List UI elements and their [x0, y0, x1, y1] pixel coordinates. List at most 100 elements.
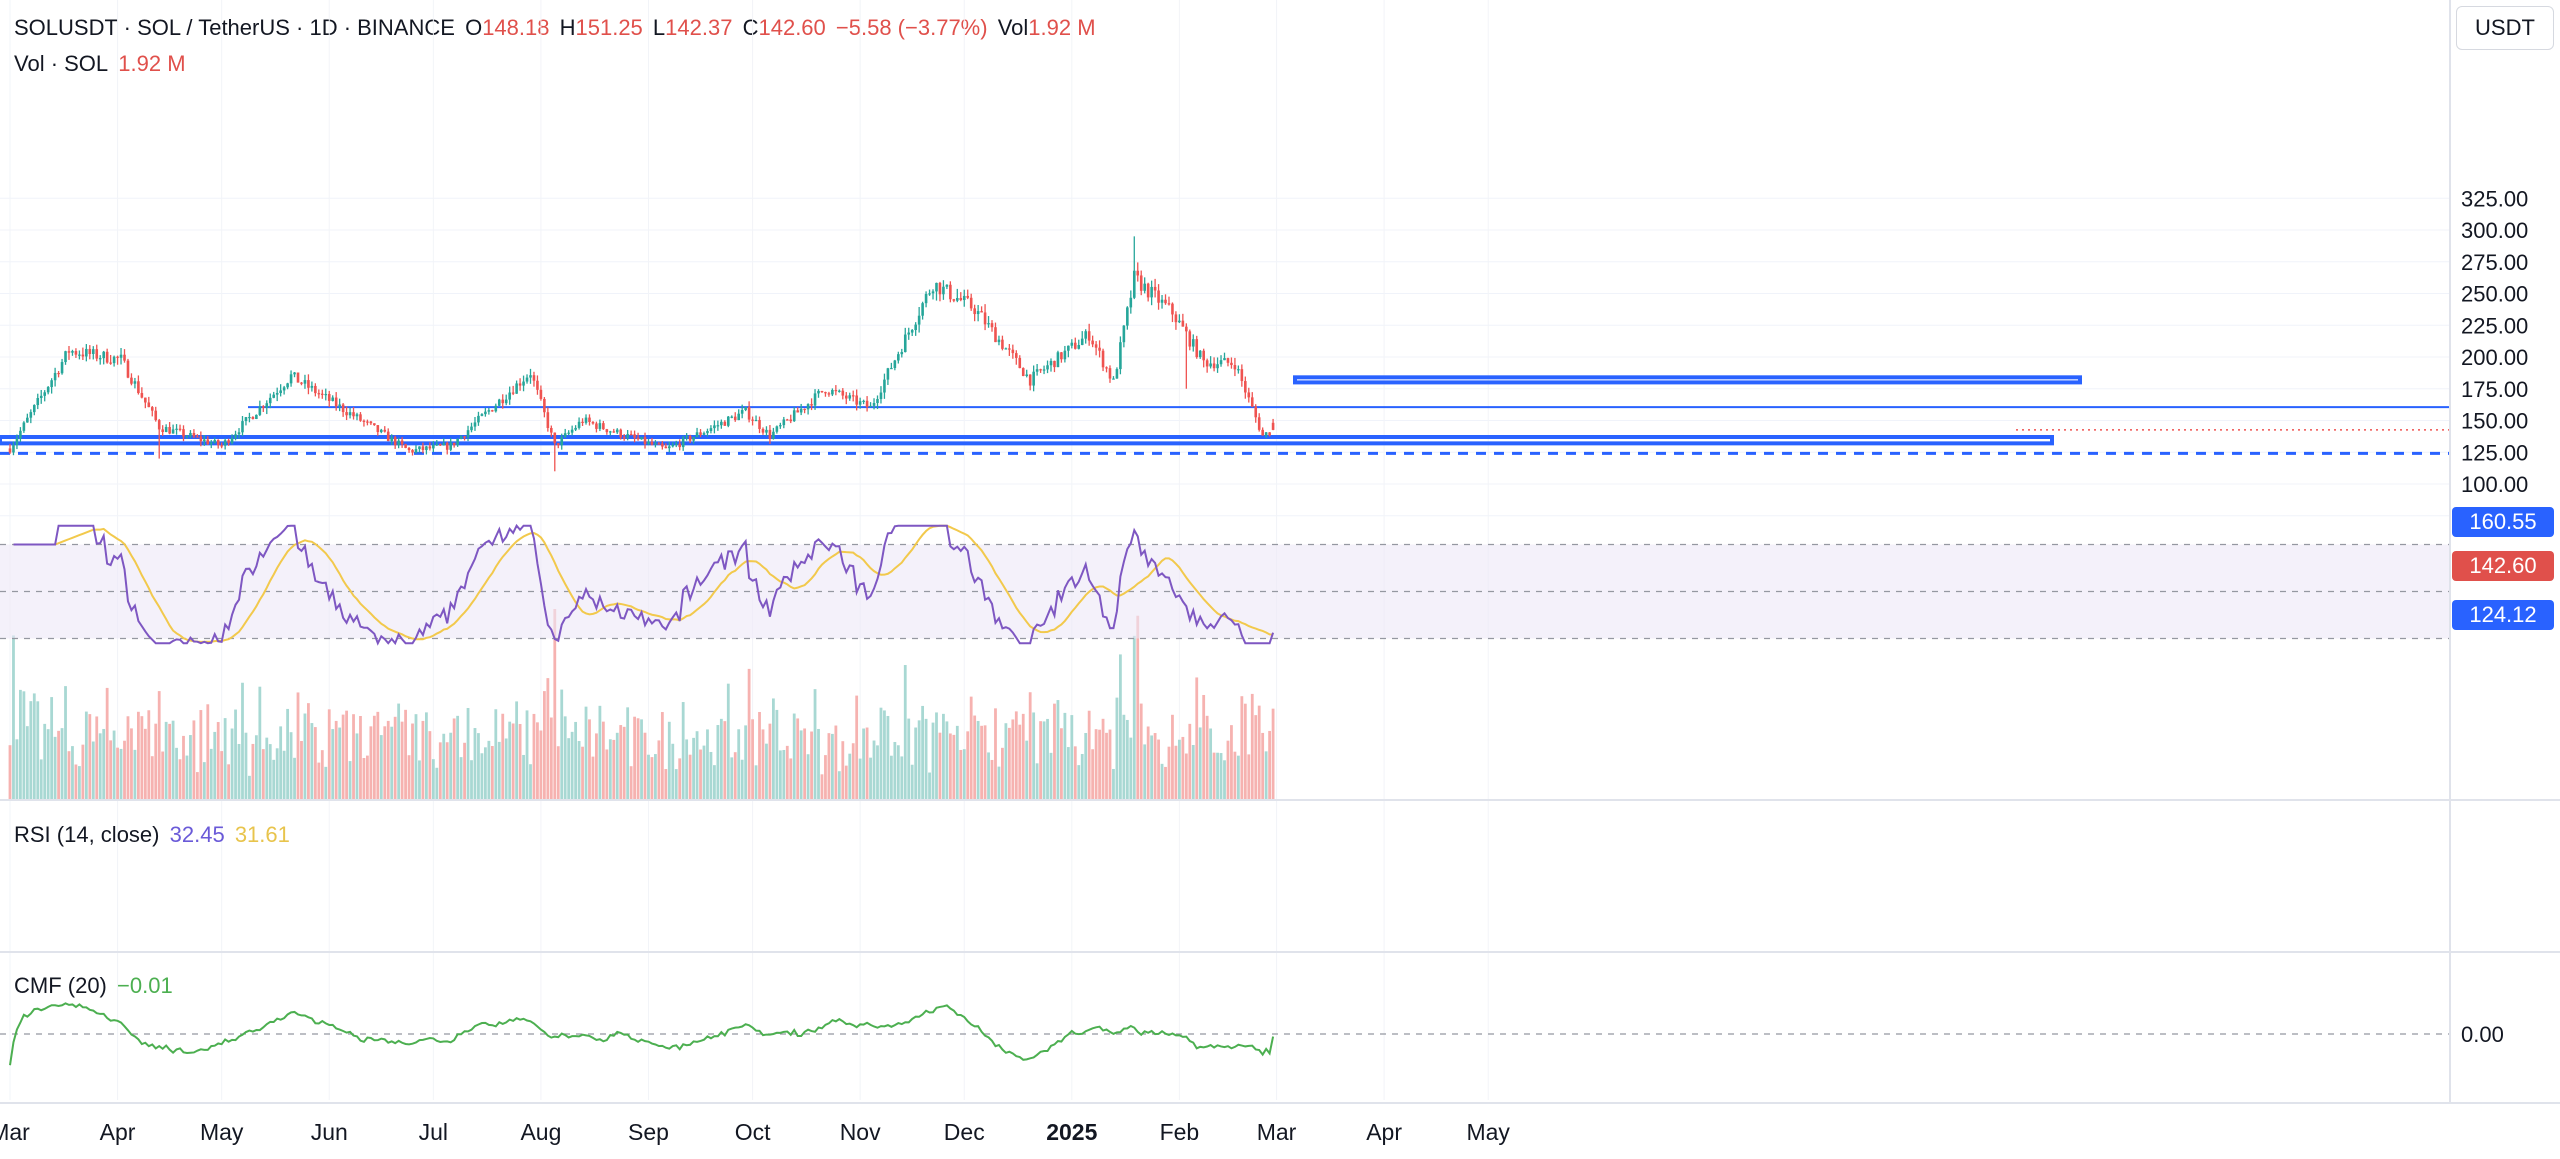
candle-body [317, 393, 321, 395]
candle-body [1160, 299, 1164, 303]
volume-bar [46, 729, 50, 799]
volume-bar [851, 743, 855, 799]
candle-body [1191, 339, 1195, 347]
volume-bar [157, 691, 161, 799]
volume-legend: Vol · SOL 1.92 M [14, 50, 190, 78]
volume-bar [303, 713, 307, 799]
candle-body [428, 446, 432, 449]
volume-bar [331, 729, 335, 799]
candle-body [1143, 283, 1146, 291]
candle-body [105, 351, 109, 363]
volume-bar [147, 710, 151, 799]
x-tick-label: Dec [944, 1119, 985, 1145]
volume-bar [699, 749, 702, 799]
candle-body [622, 437, 626, 439]
volume-bar [1157, 739, 1160, 799]
volume-bar [223, 718, 227, 799]
candle-body [272, 394, 276, 398]
volume-bar [435, 767, 439, 799]
volume-bar [1122, 714, 1126, 799]
volume-bar [1046, 718, 1049, 799]
candle-body [765, 429, 768, 433]
cmf-tick-label: 0.00 [2461, 1022, 2504, 1047]
candle-body [678, 443, 682, 448]
candle-body [609, 431, 612, 433]
currency-button[interactable]: USDT [2456, 6, 2554, 50]
volume-bar [1271, 708, 1275, 799]
volume-bar [765, 743, 768, 799]
x-tick-label: Sep [628, 1119, 669, 1145]
candle-body [681, 437, 685, 448]
volume-bar [143, 728, 147, 799]
candle-body [1167, 303, 1171, 305]
candle-body [508, 392, 511, 400]
volume-bar [1146, 726, 1150, 799]
volume-bar [1049, 752, 1053, 799]
volume-bar [910, 764, 914, 799]
candle-body [598, 423, 602, 429]
candle-body [615, 429, 619, 433]
candle-body [803, 408, 806, 411]
volume-bar [782, 749, 786, 799]
volume-bar [525, 710, 529, 799]
y-tick-label: 200.00 [2461, 345, 2528, 370]
candle-body [1021, 368, 1025, 376]
candle-body [796, 410, 799, 413]
volume-bar [1250, 693, 1254, 799]
volume-bar [563, 716, 567, 799]
candle-body [910, 330, 914, 333]
candle-body [192, 432, 196, 437]
volume-bar [275, 748, 279, 799]
candle-body [1171, 303, 1174, 315]
volume-bar [529, 764, 532, 799]
volume-bar [830, 733, 834, 799]
volume-bar [404, 709, 407, 799]
volume-bar [185, 755, 189, 799]
volume-bar [1243, 703, 1247, 799]
candle-body [1094, 344, 1098, 348]
candle-body [310, 385, 314, 388]
volume-bar [595, 733, 598, 799]
candle-body [1129, 297, 1133, 308]
volume-bar [182, 735, 185, 799]
candle-body [973, 308, 976, 315]
volume-bar [352, 714, 355, 799]
candle-body [473, 422, 477, 427]
candle-body [726, 416, 730, 426]
volume-bar [789, 758, 793, 799]
volume-bar [1028, 692, 1032, 799]
volume-bar [95, 716, 99, 799]
x-tick-label: Jul [419, 1119, 448, 1145]
volume-bar [109, 740, 113, 799]
volume-bar [733, 752, 737, 799]
open-label: O [465, 15, 483, 40]
volume-bar [334, 720, 338, 799]
volume-bar [466, 707, 470, 799]
volume-bar [1094, 729, 1098, 799]
volume-bar [997, 766, 1001, 799]
candle-body [1108, 368, 1112, 379]
candle-body [518, 383, 522, 386]
volume-bar [425, 712, 428, 799]
candle-body [126, 360, 130, 378]
volume-bar [98, 733, 102, 799]
candle-body [1035, 369, 1039, 372]
candle-body [827, 393, 831, 395]
candle-body [716, 425, 720, 427]
x-tick-label: Apr [100, 1119, 136, 1145]
candle-body [1049, 360, 1053, 366]
candle-body [550, 427, 553, 433]
volume-bar [102, 728, 106, 799]
volume-bar [258, 686, 262, 799]
volume-bar [88, 714, 92, 799]
candle-body [8, 448, 12, 453]
candle-body [730, 416, 734, 418]
x-tick-label: May [200, 1119, 244, 1145]
candlesticks [8, 236, 1275, 472]
candle-body [914, 324, 917, 331]
candle-body [976, 311, 980, 315]
candle-body [43, 392, 46, 396]
volume-bar [966, 731, 970, 799]
volume-bar [161, 751, 165, 799]
